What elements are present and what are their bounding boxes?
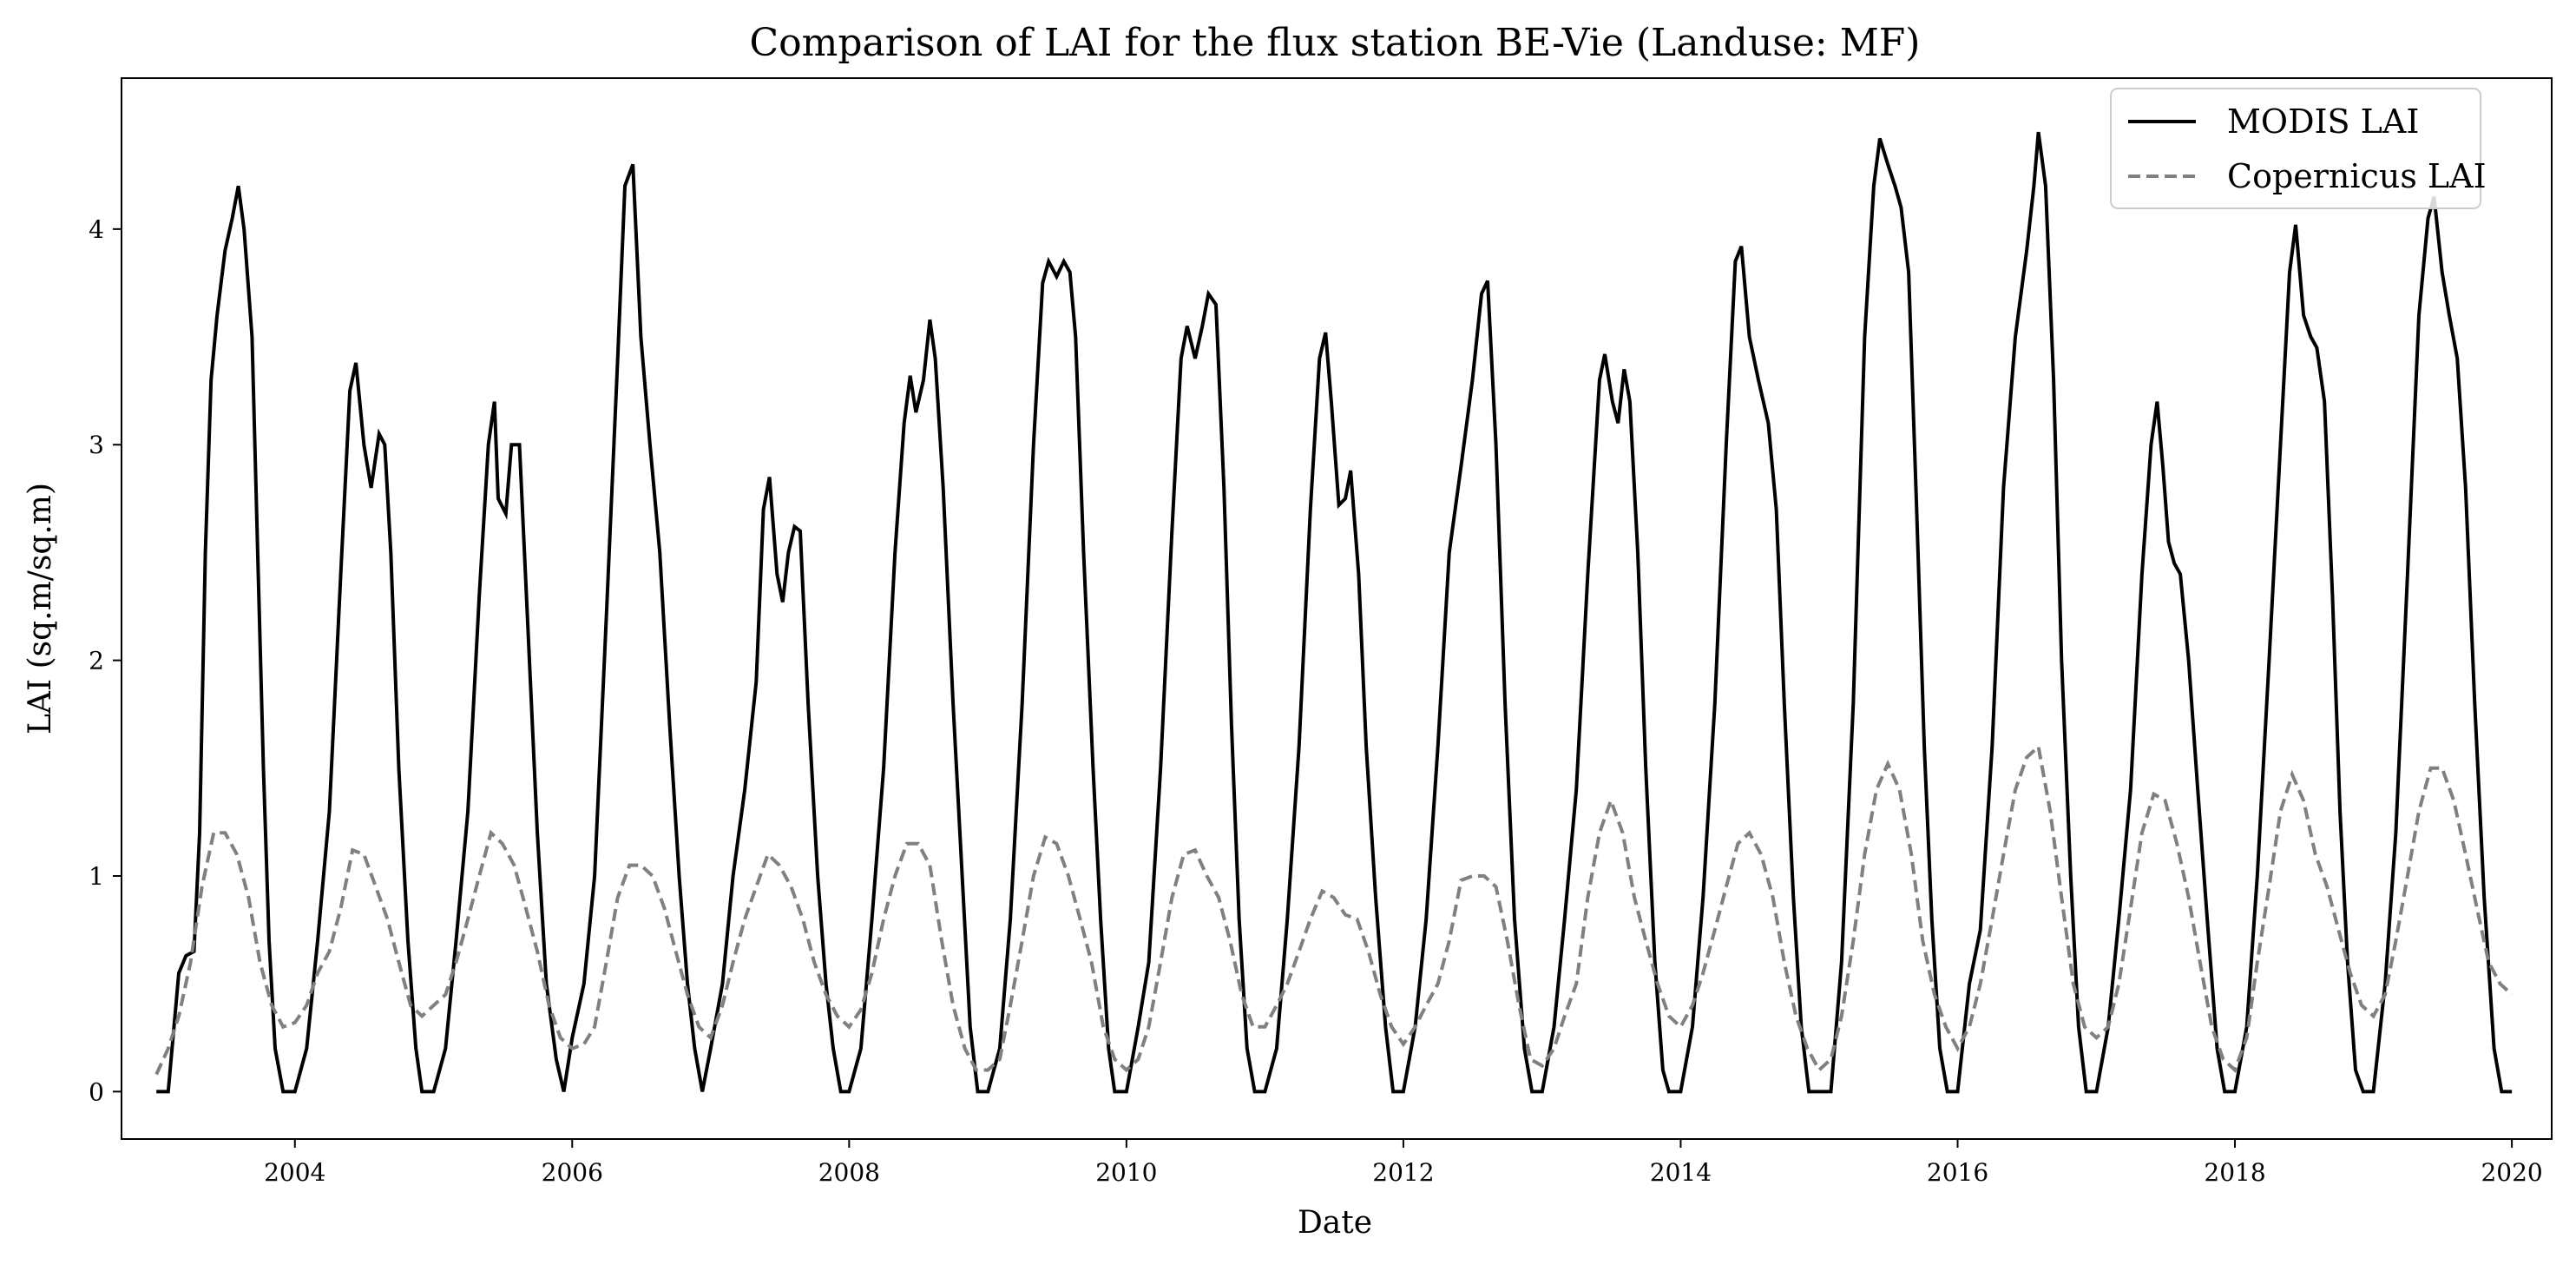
x-tick-label: 2018 bbox=[2204, 1158, 2265, 1187]
plot-area bbox=[154, 131, 2514, 1094]
y-tick-label: 2 bbox=[89, 647, 104, 675]
legend: MODIS LAI Copernicus LAI bbox=[2110, 88, 2487, 209]
y-tick-label: 4 bbox=[89, 215, 104, 244]
series-line-copernicus bbox=[154, 743, 2514, 1076]
x-tick-label: 2010 bbox=[1095, 1158, 1157, 1187]
series-line-modis bbox=[156, 131, 2513, 1094]
x-tick-label: 2020 bbox=[2481, 1158, 2542, 1187]
x-tick-label: 2016 bbox=[1927, 1158, 1988, 1187]
x-tick-label: 2006 bbox=[542, 1158, 603, 1187]
x-tick-label: 2004 bbox=[264, 1158, 325, 1187]
x-tick-label: 2008 bbox=[818, 1158, 880, 1187]
legend-label-modis: MODIS LAI bbox=[2227, 102, 2419, 141]
plot-frame bbox=[121, 77, 2553, 1140]
chart-title: Comparison of LAI for the flux station B… bbox=[750, 21, 1921, 65]
y-axis-label: LAI (sq.m/sq.m) bbox=[23, 483, 58, 734]
legend-label-copernicus: Copernicus LAI bbox=[2227, 157, 2487, 195]
series-layer bbox=[154, 131, 2514, 1094]
y-tick-label: 3 bbox=[89, 431, 104, 459]
x-axis-label: Date bbox=[1298, 1205, 1372, 1241]
x-tick-label: 2012 bbox=[1372, 1158, 1434, 1187]
y-tick-label: 1 bbox=[89, 862, 104, 891]
y-axis: 0 1 2 3 4 bbox=[89, 215, 122, 1106]
legend-box bbox=[2110, 88, 2481, 209]
x-axis: 2004 2006 2008 2010 2012 2014 2016 2018 2020 bbox=[264, 1139, 2543, 1187]
x-tick-label: 2014 bbox=[1650, 1158, 1712, 1187]
y-tick-label: 0 bbox=[89, 1077, 104, 1106]
